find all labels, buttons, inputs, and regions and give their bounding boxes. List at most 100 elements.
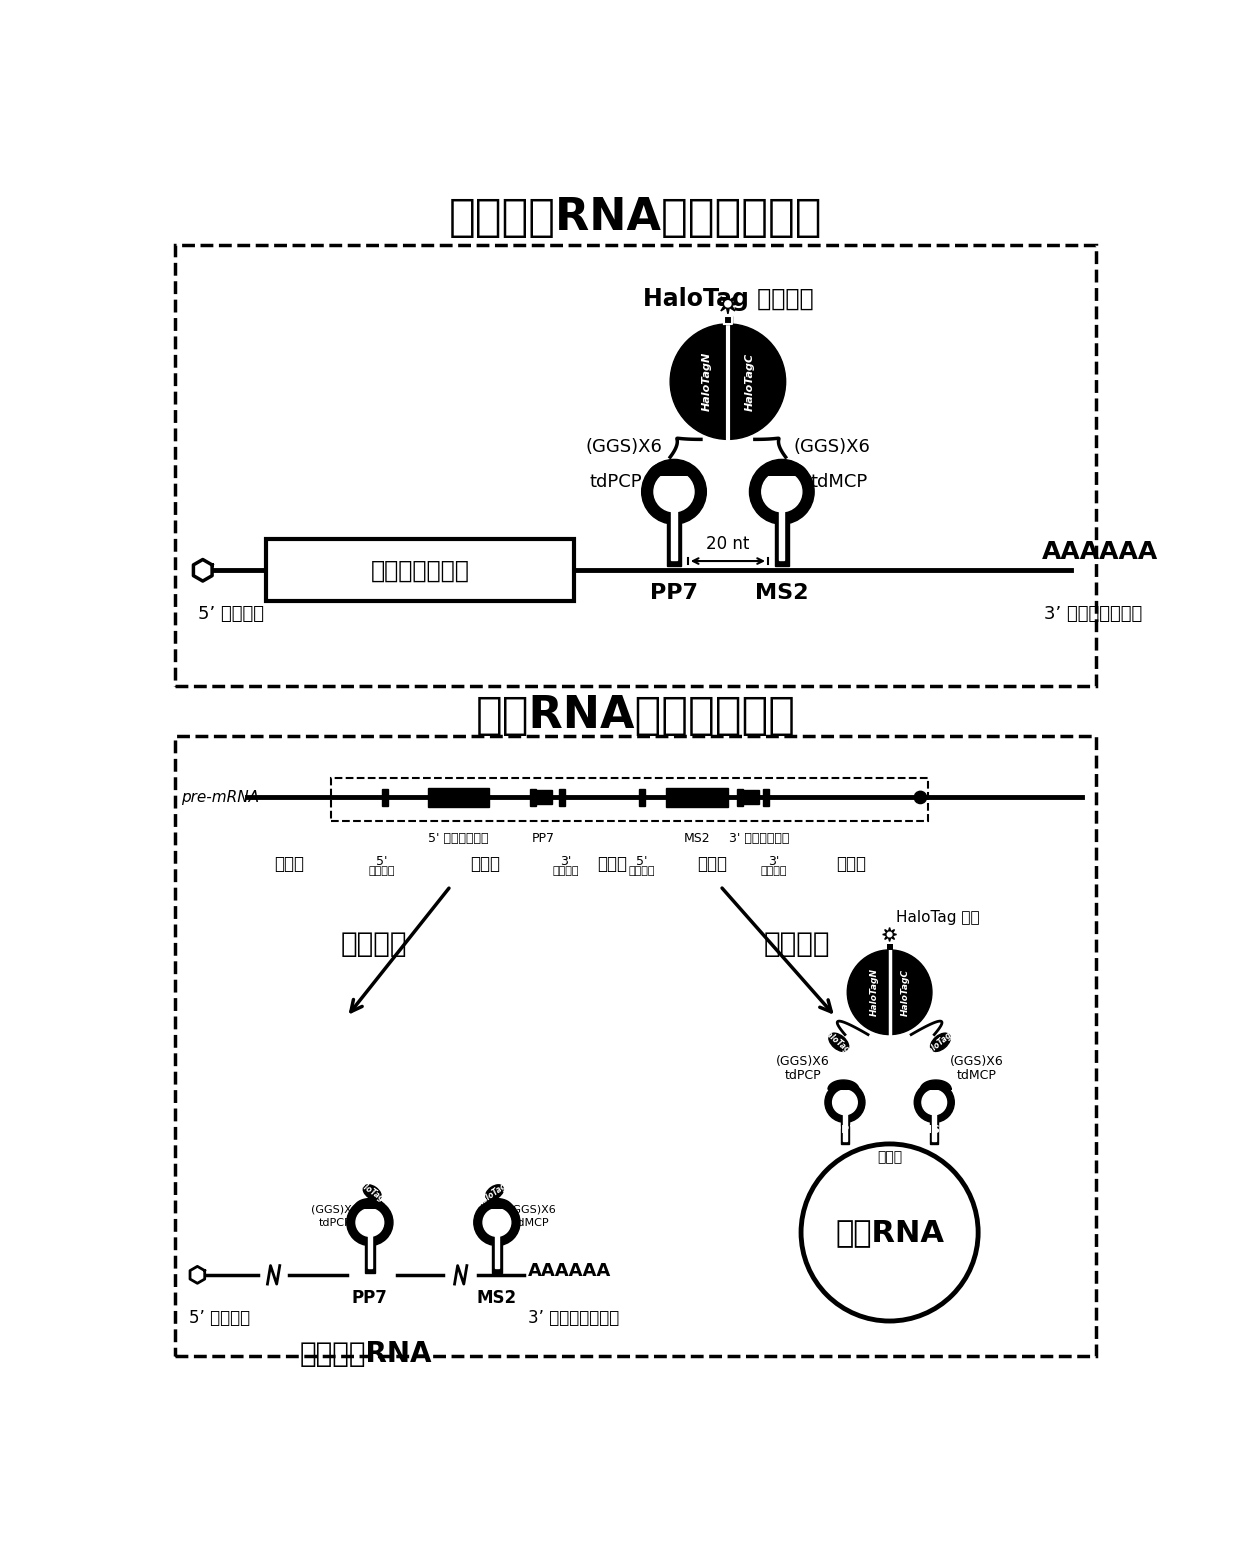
Circle shape [653, 472, 694, 511]
Text: PP7: PP7 [833, 1126, 857, 1135]
Text: (GGS)X6: (GGS)X6 [507, 1204, 556, 1215]
Text: 外显子: 外显子 [598, 855, 627, 874]
Text: HaloTag 染料: HaloTag 染料 [895, 911, 980, 925]
Text: 5’ 帽子结构: 5’ 帽子结构 [198, 605, 264, 622]
Text: 剪接受体: 剪接受体 [553, 866, 579, 875]
Text: HaloTagN: HaloTagN [821, 1025, 857, 1059]
Bar [764, 789, 770, 806]
Text: 3’ 多聚腺苷酸尾巴: 3’ 多聚腺苷酸尾巴 [528, 1309, 619, 1328]
Text: 线性信使RNA: 线性信使RNA [300, 1340, 433, 1368]
Bar [495, 1232, 498, 1269]
Polygon shape [920, 1079, 951, 1089]
Text: (GGS)X6: (GGS)X6 [311, 1204, 360, 1215]
Circle shape [914, 1082, 955, 1122]
Text: 5': 5' [376, 855, 387, 868]
Circle shape [825, 1082, 866, 1122]
Circle shape [914, 791, 926, 803]
Text: 剪接供体: 剪接供体 [368, 866, 394, 875]
Ellipse shape [828, 1033, 848, 1051]
Text: HaloTagC: HaloTagC [900, 968, 909, 1016]
Text: tdPCP: tdPCP [784, 1068, 821, 1082]
Text: MS2: MS2 [683, 832, 711, 845]
Bar [558, 789, 564, 806]
Bar [667, 491, 681, 567]
Text: 20 nt: 20 nt [707, 536, 750, 553]
Circle shape [888, 933, 892, 937]
Text: HaloTagN: HaloTagN [869, 968, 879, 1016]
Text: 5': 5' [636, 855, 647, 868]
Text: PP7: PP7 [352, 1289, 388, 1306]
Text: PP7: PP7 [650, 584, 698, 604]
Bar [841, 1102, 849, 1144]
Bar [742, 791, 759, 804]
Ellipse shape [363, 1184, 381, 1200]
Text: 环状RNA: 环状RNA [835, 1218, 944, 1248]
Text: pre-mRNA: pre-mRNA [181, 791, 259, 804]
Polygon shape [724, 317, 732, 324]
Polygon shape [355, 1198, 386, 1207]
Bar [737, 789, 743, 806]
Text: HaloTagC: HaloTagC [744, 352, 754, 411]
Polygon shape [649, 462, 692, 476]
Bar [365, 1223, 374, 1272]
Text: HaloTag 结合染料: HaloTag 结合染料 [642, 287, 813, 312]
Text: 3’ 多聚腺苷酸尾巴: 3’ 多聚腺苷酸尾巴 [1044, 605, 1142, 622]
Polygon shape [887, 943, 893, 950]
Polygon shape [481, 1198, 512, 1207]
Polygon shape [193, 559, 212, 581]
Text: 剪接供体: 剪接供体 [629, 866, 655, 875]
Circle shape [832, 1090, 857, 1115]
Text: MS2: MS2 [477, 1289, 517, 1306]
Bar [671, 503, 677, 560]
Bar [666, 787, 728, 806]
Text: tdMCP: tdMCP [811, 472, 868, 491]
Text: (GGS)X6: (GGS)X6 [776, 1055, 830, 1068]
Circle shape [484, 1209, 511, 1237]
Text: HaloTagN: HaloTagN [353, 1177, 392, 1207]
Text: tdPCP: tdPCP [590, 472, 642, 491]
Bar [534, 791, 552, 804]
Circle shape [641, 460, 707, 523]
Text: 5’ 帽子结构: 5’ 帽子结构 [188, 1309, 250, 1328]
Text: 内含子: 内含子 [470, 855, 501, 874]
Text: 外显子: 外显子 [274, 855, 304, 874]
Text: MS2: MS2 [755, 584, 808, 604]
Circle shape [670, 324, 786, 440]
Text: 反向剪接: 反向剪接 [764, 929, 831, 957]
Text: 蛋白质编码基因: 蛋白质编码基因 [371, 559, 469, 582]
Text: 5' 上游重复序列: 5' 上游重复序列 [428, 832, 489, 845]
Polygon shape [190, 1266, 205, 1283]
Bar [775, 491, 789, 567]
Bar [930, 1102, 939, 1144]
Bar [428, 787, 490, 806]
Text: 连接处: 连接处 [877, 1150, 903, 1164]
Circle shape [356, 1209, 383, 1237]
Bar [779, 503, 785, 560]
Circle shape [347, 1200, 393, 1246]
Text: 剪接受体: 剪接受体 [761, 866, 787, 875]
Text: 环状RNA的单分子标记: 环状RNA的单分子标记 [475, 693, 796, 736]
Bar [529, 789, 536, 806]
Text: 3': 3' [560, 855, 572, 868]
Text: 外显子: 外显子 [836, 855, 866, 874]
Bar [932, 1110, 936, 1141]
Text: (GGS)X6: (GGS)X6 [794, 438, 870, 455]
Text: tdMCP: tdMCP [957, 1068, 997, 1082]
Ellipse shape [486, 1184, 503, 1200]
Bar [639, 789, 645, 806]
Text: HaloTagC: HaloTagC [923, 1025, 959, 1059]
Text: MS2: MS2 [921, 1126, 947, 1135]
Circle shape [847, 950, 932, 1034]
Text: 3': 3' [769, 855, 780, 868]
Circle shape [725, 301, 732, 307]
Circle shape [761, 472, 802, 511]
Text: HaloTagC: HaloTagC [476, 1177, 513, 1207]
Text: 内含子: 内含子 [697, 855, 728, 874]
Polygon shape [883, 928, 897, 942]
Text: 正向剪接: 正向剪接 [341, 929, 407, 957]
Bar [265, 539, 574, 601]
Polygon shape [828, 1079, 859, 1089]
Polygon shape [764, 462, 807, 476]
Bar [843, 1110, 847, 1141]
Text: (GGS)X6: (GGS)X6 [950, 1055, 1003, 1068]
